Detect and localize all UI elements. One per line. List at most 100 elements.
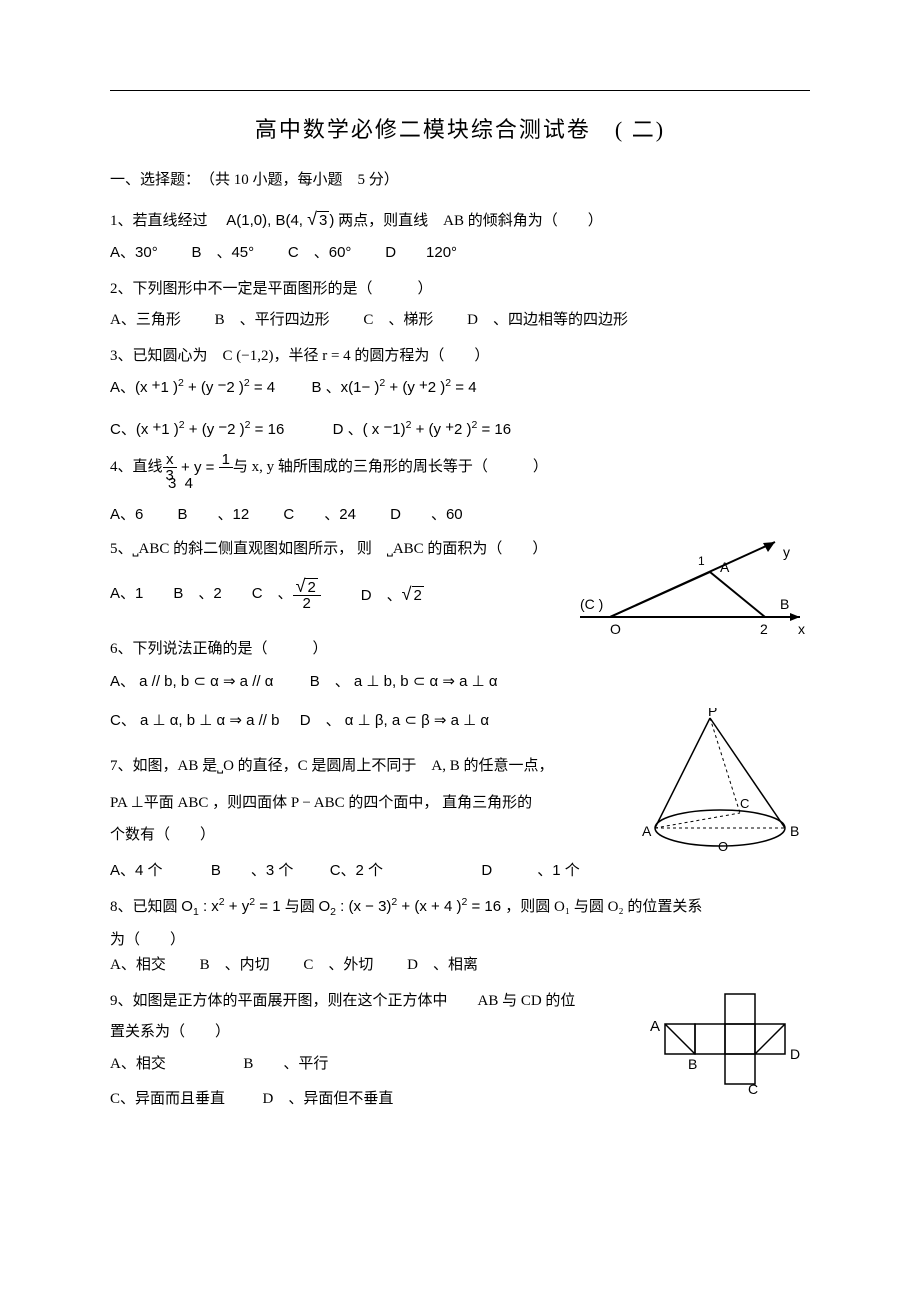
question-2: 2、下列图形中不一定是平面图形的是（ ） bbox=[110, 277, 810, 303]
question-9-l1: 9、如图是正方体的平面展开图，则在这个正方体中 AB 与 CD 的位 bbox=[110, 989, 640, 1015]
svg-text:y: y bbox=[783, 544, 790, 560]
q4-a: A、6 bbox=[110, 506, 143, 523]
q3-d: D 、( x −1)2 + (y +2 )2 = 16 bbox=[333, 421, 511, 438]
svg-text:A: A bbox=[642, 823, 652, 839]
question-3: 3、已知圆心为 C (−1,2)，半径 r = 4 的圆方程为（ ） bbox=[110, 344, 810, 370]
q5-c-frac: √2 2 bbox=[293, 577, 321, 611]
question-5-row: 5、⎵ABC 的斜二侧直观图如图所示， 则 ⎵ABC 的面积为（ ） A、1 B… bbox=[110, 537, 810, 637]
q4-options: A、6 B 、12 C 、24 D 、60 bbox=[110, 502, 810, 528]
q6-c: C、 a ⊥ α, b ⊥ α ⇒ a // b bbox=[110, 712, 279, 729]
q1-stem-pre: 1、若直线经过 bbox=[110, 213, 223, 229]
svg-text:C: C bbox=[748, 1081, 758, 1097]
q9-options-row1: A、相交 B 、平行 bbox=[110, 1052, 640, 1078]
q9-a: A、相交 bbox=[110, 1056, 166, 1072]
q9-d: D 、异面但不垂直 bbox=[263, 1091, 394, 1107]
q7-figure: P A B C O bbox=[640, 708, 810, 858]
q3-options-row2: C、(x +1 )2 + (y −2 )2 = 16 D 、( x −1)2 +… bbox=[110, 417, 810, 443]
q4-stem-pre: 4、直线 bbox=[110, 455, 163, 481]
svg-text:1: 1 bbox=[698, 554, 705, 568]
q8-tail: 为（ ） bbox=[110, 928, 810, 954]
q1-a: A、30° bbox=[110, 244, 158, 261]
q6-q7-row: C、 a ⊥ α, b ⊥ α ⇒ a // b D 、 α ⊥ β, a ⊂ … bbox=[110, 708, 810, 858]
q2-d: D 、四边相等的四边形 bbox=[467, 312, 628, 328]
q5-d: D 、√2 bbox=[361, 579, 424, 610]
svg-text:P: P bbox=[708, 708, 717, 719]
q4-plus: + y = bbox=[177, 455, 219, 481]
svg-text:B: B bbox=[780, 596, 789, 612]
q1-stem-post: 两点，则直线 AB 的倾斜角为（ ） bbox=[338, 213, 603, 229]
q1-options: A、30° B 、45° C 、60° D 120° bbox=[110, 240, 810, 267]
q9-c: C、异面而且垂直 bbox=[110, 1091, 225, 1107]
page-title: 高中数学必修二模块综合测试卷 ( 二) bbox=[110, 111, 810, 148]
q4-frac-1: 1 bbox=[219, 452, 233, 483]
q2-options: A、三角形 B 、平行四边形 C 、梯形 D 、四边相等的四边形 bbox=[110, 308, 810, 334]
q7-b: B 、3 个 bbox=[211, 862, 294, 879]
question-9-l2: 置关系为（ ） bbox=[110, 1020, 640, 1046]
q1-c: C 、60° bbox=[288, 244, 352, 261]
q8-post: ，则圆 O₁ 与圆 O₂ 的位置关系 bbox=[505, 899, 702, 915]
q1-b: B 、45° bbox=[191, 244, 254, 261]
q8-o1: O1 : x2 + y2 = 1 bbox=[181, 898, 280, 915]
q3-a: A、(x +1 )2 + (y −2 )2 = 4 bbox=[110, 379, 275, 396]
q2-b: B 、平行四边形 bbox=[215, 312, 330, 328]
q5-c-label: C 、 bbox=[252, 581, 293, 607]
svg-text:A: A bbox=[720, 559, 730, 575]
q3-options-row1: A、(x +1 )2 + (y −2 )2 = 4 B 、x(1− )2 + (… bbox=[110, 375, 810, 401]
q8-o2: O2 : (x − 3)2 + (x + 4 )2 = 16 bbox=[318, 898, 501, 915]
svg-text:O: O bbox=[610, 621, 621, 637]
q4-d: D 、60 bbox=[390, 506, 463, 523]
q8-a: A、相交 bbox=[110, 957, 166, 973]
q1-d: D 120° bbox=[385, 244, 457, 261]
q6-options-row1: A、 a // b, b ⊂ α ⇒ a // α B 、 a ⊥ b, b ⊂… bbox=[110, 669, 810, 695]
q4-b: B 、12 bbox=[178, 506, 250, 523]
q8-options: A、相交 B 、内切 C 、外切 D 、相离 bbox=[110, 953, 810, 979]
q8-b: B 、内切 bbox=[200, 957, 270, 973]
svg-text:A: A bbox=[650, 1018, 660, 1035]
q5-figure: y A 1 (C ) O 2 B x bbox=[580, 537, 810, 637]
q1-points: A(1,0), B(4, √3) bbox=[226, 212, 334, 229]
q7-d: D 、1 个 bbox=[481, 862, 579, 879]
q4-stem-mid: 与 x, y 轴所围成的三角形的周长等于（ ） bbox=[233, 455, 548, 481]
q8-mid: 与圆 bbox=[285, 899, 319, 915]
svg-text:B: B bbox=[688, 1056, 697, 1072]
q9-figure: A B C D bbox=[640, 989, 810, 1099]
q5-options: A、1 B 、2 C 、 √2 2 D 、√2 bbox=[110, 577, 580, 611]
q3-b: B 、x(1− )2 + (y +2 )2 = 4 bbox=[311, 379, 476, 396]
q5-a: A、1 bbox=[110, 581, 143, 607]
q2-c: C 、梯形 bbox=[363, 312, 433, 328]
q8-d: D 、相离 bbox=[407, 957, 478, 973]
question-7-l1: 7、如图，AB 是⎵O 的直径，C 是圆周上不同于 A, B 的任意一点， bbox=[110, 754, 640, 780]
svg-text:x: x bbox=[798, 621, 805, 637]
q6-options-row2: C、 a ⊥ α, b ⊥ α ⇒ a // b D 、 α ⊥ β, a ⊂ … bbox=[110, 708, 640, 734]
svg-text:2: 2 bbox=[760, 621, 768, 637]
question-1: 1、若直线经过 A(1,0), B(4, √3) 两点，则直线 AB 的倾斜角为… bbox=[110, 204, 810, 235]
question-9-row: 9、如图是正方体的平面展开图，则在这个正方体中 AB 与 CD 的位 置关系为（… bbox=[110, 989, 810, 1123]
q4-c: C 、24 bbox=[283, 506, 356, 523]
q8-pre: 8、已知圆 bbox=[110, 899, 181, 915]
question-7-l2: PA ⊥平面 ABC ，则四面体 P − ABC 的四个面中， 直角三角形的 bbox=[110, 791, 640, 817]
svg-text:D: D bbox=[790, 1046, 800, 1062]
q5-b: B 、2 bbox=[173, 581, 221, 607]
q7-c: C、2 个 bbox=[330, 862, 383, 879]
question-7-l3: 个数有（ ） bbox=[110, 823, 640, 849]
question-4: 4、直线 x3 + y = 1 与 x, y 轴所围成的三角形的周长等于（ ） bbox=[110, 452, 810, 483]
svg-text:C: C bbox=[740, 796, 749, 811]
q4-frac-x: x3 bbox=[163, 452, 177, 483]
q7-a: A、4 个 bbox=[110, 862, 163, 879]
q6-d: D 、 α ⊥ β, a ⊂ β ⇒ a ⊥ α bbox=[300, 712, 489, 729]
svg-text:B: B bbox=[790, 823, 799, 839]
svg-text:O: O bbox=[718, 839, 728, 854]
q8-c: C 、外切 bbox=[303, 957, 373, 973]
q7-options: A、4 个 B 、3 个 C、2 个 D 、1 个 bbox=[110, 858, 810, 884]
q2-a: A、三角形 bbox=[110, 312, 181, 328]
question-5: 5、⎵ABC 的斜二侧直观图如图所示， 则 ⎵ABC 的面积为（ ） bbox=[110, 537, 580, 563]
svg-text:(C ): (C ) bbox=[580, 596, 603, 612]
q6-a: A、 a // b, b ⊂ α ⇒ a // α bbox=[110, 673, 273, 690]
question-8: 8、已知圆 O1 : x2 + y2 = 1 与圆 O2 : (x − 3)2 … bbox=[110, 894, 810, 922]
q9-options-row2: C、异面而且垂直 D 、异面但不垂直 bbox=[110, 1087, 640, 1113]
q6-b: B 、 a ⊥ b, b ⊂ α ⇒ a ⊥ α bbox=[310, 673, 498, 690]
q3-c: C、(x +1 )2 + (y −2 )2 = 16 bbox=[110, 421, 284, 438]
question-6: 6、下列说法正确的是（ ） bbox=[110, 637, 810, 663]
section-heading: 一、选择题： （共 10 小题，每小题 5 分） bbox=[110, 168, 810, 194]
top-rule bbox=[110, 90, 810, 91]
